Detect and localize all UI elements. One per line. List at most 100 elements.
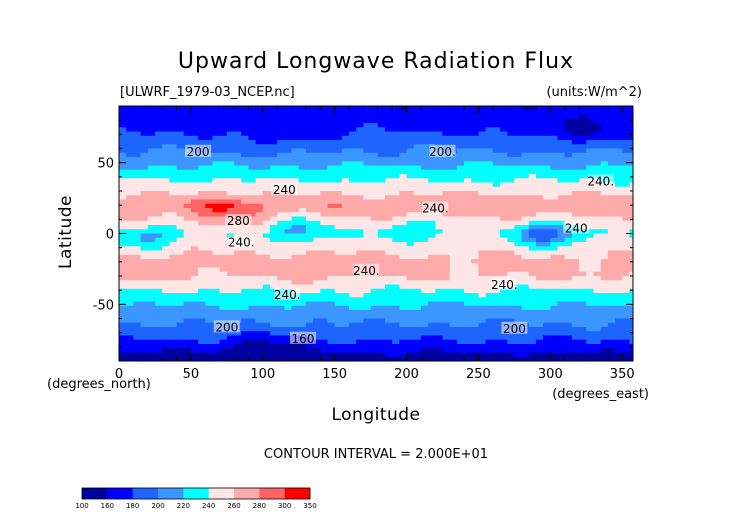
heatmap-cell — [269, 118, 278, 124]
heatmap-cell — [478, 225, 487, 230]
heatmap-cell — [449, 212, 458, 217]
heatmap-cell — [428, 191, 436, 196]
heatmap-cell — [579, 178, 587, 183]
heatmap-cell — [521, 186, 530, 192]
heatmap-cell — [528, 344, 537, 349]
heatmap-cell — [162, 276, 170, 281]
heatmap-cell — [341, 246, 350, 251]
heatmap-cell — [133, 229, 141, 234]
heatmap-cell — [420, 344, 429, 349]
heatmap-cell — [176, 242, 185, 247]
heatmap-cell — [234, 263, 242, 268]
heatmap-cell — [190, 114, 199, 120]
heatmap-cell — [543, 144, 551, 149]
heatmap-cell — [212, 288, 221, 294]
heatmap-cell — [384, 293, 393, 298]
heatmap-cell — [320, 199, 328, 205]
heatmap-cell — [564, 352, 573, 358]
heatmap-cell — [464, 148, 472, 154]
heatmap-cell — [579, 246, 587, 251]
heatmap-cell — [356, 339, 364, 345]
heatmap-cell — [349, 246, 357, 251]
heatmap-cell — [349, 186, 357, 192]
heatmap-cell — [622, 314, 630, 319]
file-label: [ULWRF_1979-03_NCEP.nc] — [120, 85, 295, 100]
heatmap-cell — [212, 127, 221, 132]
heatmap-cell — [219, 280, 228, 285]
heatmap-cell — [550, 301, 558, 307]
heatmap-cell — [471, 169, 479, 175]
heatmap-cell — [169, 131, 177, 137]
heatmap-cell — [543, 356, 551, 362]
heatmap-cell — [234, 199, 242, 205]
heatmap-cell — [212, 331, 221, 336]
heatmap-cell — [471, 114, 479, 120]
heatmap-cell — [471, 263, 479, 268]
heatmap-cell — [169, 301, 177, 307]
heatmap-cell — [269, 135, 278, 141]
heatmap-cell — [313, 212, 321, 217]
heatmap-cell — [607, 157, 616, 162]
heatmap-cell — [363, 297, 372, 302]
heatmap-cell — [622, 280, 630, 285]
heatmap-cell — [521, 118, 530, 124]
heatmap-cell — [183, 131, 192, 137]
heatmap-cell — [176, 161, 185, 166]
heatmap-cell — [349, 191, 357, 196]
heatmap-cell — [377, 152, 386, 158]
heatmap-cell — [313, 165, 321, 171]
heatmap-cell — [313, 203, 321, 209]
heatmap-cell — [284, 203, 292, 209]
heatmap-cell — [140, 305, 149, 311]
heatmap-cell — [334, 356, 343, 362]
heatmap-cell — [406, 314, 415, 319]
heatmap-cell — [478, 199, 487, 205]
heatmap-cell — [341, 301, 350, 307]
heatmap-cell — [507, 242, 515, 247]
heatmap-cell — [284, 305, 292, 311]
heatmap-cell — [334, 178, 343, 183]
heatmap-cell — [169, 178, 177, 183]
heatmap-cell — [320, 178, 328, 183]
heatmap-cell — [334, 118, 343, 124]
heatmap-cell — [571, 152, 580, 158]
heatmap-cell — [629, 106, 634, 111]
heatmap-cell — [514, 191, 522, 196]
heatmap-cell — [485, 259, 494, 264]
heatmap-cell — [500, 225, 508, 230]
heatmap-cell — [154, 114, 163, 120]
heatmap-cell — [464, 106, 472, 111]
contour-label: 240. — [491, 278, 518, 292]
heatmap-cell — [248, 322, 256, 328]
heatmap-cell — [133, 267, 141, 273]
heatmap-cell — [133, 280, 141, 285]
heatmap-cell — [248, 135, 256, 141]
heatmap-cell — [593, 339, 602, 345]
heatmap-cell — [413, 284, 422, 290]
heatmap-cell — [277, 284, 285, 290]
heatmap-cell — [514, 220, 522, 226]
heatmap-cell — [629, 114, 634, 120]
heatmap-cell — [334, 174, 343, 179]
contour-label: 200. — [429, 145, 456, 159]
heatmap-cell — [241, 169, 249, 175]
heatmap-cell — [586, 169, 594, 175]
heatmap-cell — [564, 318, 573, 324]
heatmap-cell — [277, 178, 285, 183]
heatmap-cell — [564, 271, 573, 277]
heatmap-cell — [399, 186, 407, 192]
heatmap-cell — [305, 161, 314, 166]
heatmap-cell — [571, 254, 580, 260]
heatmap-cell — [133, 293, 141, 298]
heatmap-cell — [154, 161, 163, 166]
heatmap-cell — [543, 110, 551, 115]
heatmap-cell — [241, 331, 249, 336]
heatmap-cell — [327, 242, 336, 247]
heatmap-cell — [162, 174, 170, 179]
heatmap-cell — [550, 165, 558, 171]
heatmap-cell — [384, 305, 393, 311]
heatmap-cell — [140, 229, 149, 234]
heatmap-cell — [190, 301, 199, 307]
heatmap-cell — [262, 174, 271, 179]
heatmap-cell — [169, 110, 177, 115]
